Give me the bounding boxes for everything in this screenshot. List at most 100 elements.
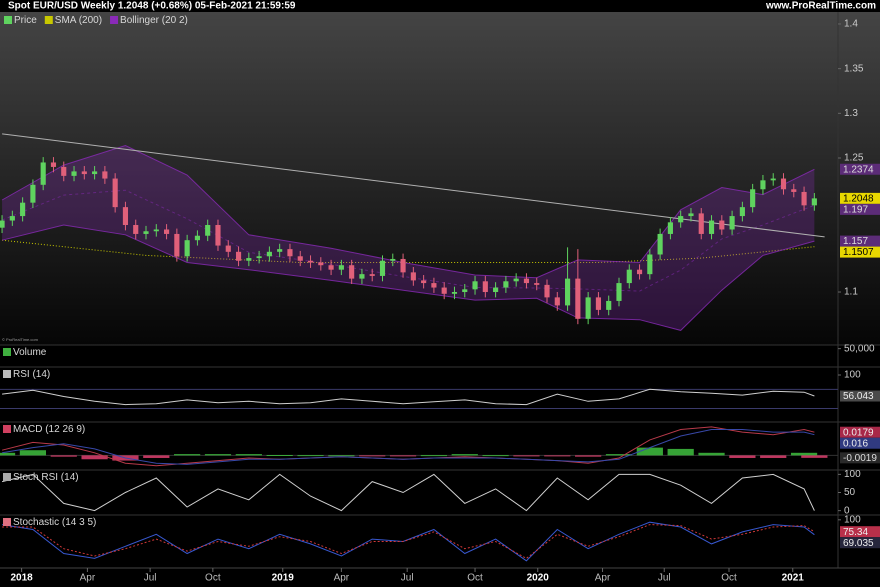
last-value-box bbox=[840, 426, 880, 438]
bollinger-fill bbox=[2, 145, 815, 331]
candle-body bbox=[153, 229, 159, 232]
panel-title: RSI (14) bbox=[13, 369, 50, 380]
candle-body bbox=[472, 281, 478, 290]
candle-body bbox=[30, 184, 36, 203]
candle-body bbox=[174, 233, 180, 257]
x-tick-label: Apr bbox=[80, 573, 96, 584]
legend-swatch bbox=[110, 16, 119, 24]
main-panel-background bbox=[0, 12, 880, 345]
candle-body bbox=[338, 265, 344, 270]
histogram-bar bbox=[575, 455, 602, 457]
candle-body bbox=[71, 171, 77, 176]
y-tick-label: 50 bbox=[844, 487, 856, 498]
candle-body bbox=[544, 284, 550, 298]
histogram-bar bbox=[143, 455, 170, 458]
candle-body bbox=[595, 297, 601, 310]
candle-body bbox=[534, 283, 540, 285]
candle-body bbox=[482, 281, 488, 293]
indicator-line bbox=[2, 521, 815, 562]
x-tick-label: Oct bbox=[205, 573, 221, 584]
histogram-bar bbox=[389, 455, 417, 457]
candle-body bbox=[400, 258, 406, 273]
site-name: www.ProRealTime.com bbox=[765, 1, 876, 12]
last-value-label: 75.34 bbox=[843, 527, 868, 538]
last-value-box bbox=[840, 537, 880, 549]
candle-body bbox=[441, 287, 447, 294]
candle-body bbox=[410, 272, 416, 281]
bollinger-middle bbox=[1, 189, 815, 292]
candle-body bbox=[647, 254, 653, 275]
last-value-label: -0.0019 bbox=[843, 453, 877, 464]
candle-body bbox=[667, 222, 673, 234]
y-tick-label: 1.35 bbox=[844, 63, 864, 74]
x-tick-label: Jul bbox=[144, 573, 157, 584]
x-tick-label: 2020 bbox=[527, 573, 550, 584]
candle-body bbox=[750, 189, 756, 208]
y-tick-label: 50,000 bbox=[844, 343, 875, 354]
indicator-line bbox=[2, 429, 815, 465]
histogram-bar bbox=[760, 455, 787, 458]
histogram-bar bbox=[482, 455, 509, 457]
last-value-box bbox=[840, 163, 880, 175]
candle-body bbox=[122, 207, 129, 226]
y-tick-label: 1.3 bbox=[844, 108, 858, 119]
last-value-label: 56.043 bbox=[843, 391, 874, 402]
candle-body bbox=[780, 178, 787, 190]
panel-icon bbox=[3, 348, 11, 356]
trendline bbox=[2, 133, 825, 238]
last-value-box bbox=[840, 192, 880, 204]
candle-body bbox=[277, 249, 283, 252]
candle-body bbox=[770, 178, 776, 181]
bollinger-lower bbox=[1, 224, 815, 331]
panel-title: Stochastic (14 3 5) bbox=[13, 517, 96, 528]
candle-body bbox=[719, 220, 725, 230]
legend-swatch bbox=[4, 16, 12, 24]
histogram-bar bbox=[174, 454, 201, 456]
last-value-box bbox=[840, 452, 880, 464]
candle-body bbox=[133, 225, 139, 234]
candle-body bbox=[616, 283, 622, 301]
histogram-bar bbox=[297, 455, 324, 457]
last-value-label: 1.157 bbox=[843, 236, 868, 247]
last-value-box bbox=[840, 437, 880, 449]
candle-body bbox=[194, 235, 200, 241]
histogram-bar bbox=[266, 455, 293, 456]
last-value-label: 1.1507 bbox=[843, 247, 874, 258]
y-tick-label: 100 bbox=[844, 469, 861, 480]
candle-body bbox=[225, 245, 231, 252]
candle-body bbox=[50, 162, 57, 167]
y-tick-label: 100 bbox=[844, 370, 861, 381]
sma-line bbox=[2, 239, 815, 263]
legend-label: Price bbox=[14, 15, 37, 26]
candle-body bbox=[318, 262, 324, 266]
x-tick-label: 2018 bbox=[10, 573, 33, 584]
indicator-line bbox=[2, 388, 815, 406]
candle-body bbox=[678, 216, 684, 223]
candle-body bbox=[739, 207, 745, 217]
histogram-bar bbox=[636, 447, 663, 456]
candle-body bbox=[328, 265, 334, 270]
candle-body bbox=[760, 180, 766, 190]
last-value-label: 1.197 bbox=[843, 205, 868, 216]
histogram-bar bbox=[698, 452, 725, 456]
candle-body bbox=[246, 258, 252, 261]
panel-title: Volume bbox=[13, 347, 47, 358]
candle-body bbox=[585, 297, 591, 319]
candle-body bbox=[688, 213, 694, 217]
last-value-box bbox=[840, 526, 880, 538]
x-tick-label: Oct bbox=[721, 573, 737, 584]
watermark: © ProRealTime.com bbox=[2, 337, 39, 342]
x-tick-label: Jul bbox=[401, 573, 414, 584]
candle-body bbox=[215, 225, 221, 246]
y-tick-label: 1.25 bbox=[844, 153, 864, 164]
candle-body bbox=[421, 280, 427, 284]
candle-body bbox=[431, 283, 437, 288]
panel-icon bbox=[3, 425, 11, 433]
candle-body bbox=[164, 229, 170, 234]
candle-body bbox=[307, 260, 314, 263]
candle-body bbox=[266, 251, 272, 257]
candle-body bbox=[20, 202, 26, 217]
candle-body bbox=[0, 220, 5, 228]
y-tick-label: 1.4 bbox=[844, 19, 858, 30]
candle-body bbox=[451, 292, 458, 294]
